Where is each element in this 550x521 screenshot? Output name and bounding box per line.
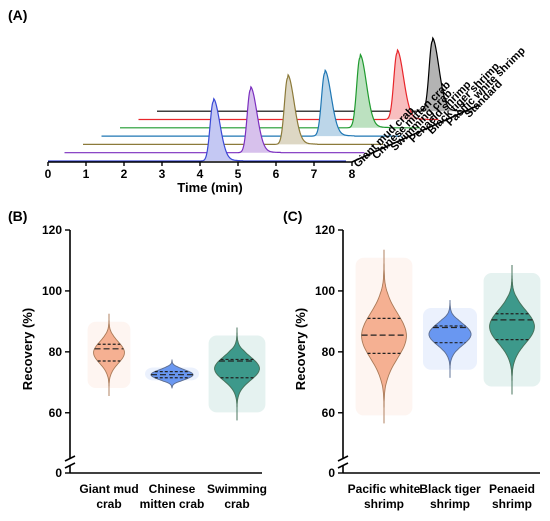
trace-line (120, 52, 420, 129)
category-label: shrimp (492, 497, 532, 511)
x-tick-label: 6 (273, 167, 280, 181)
category-label: crab (224, 497, 249, 511)
violin-body (150, 359, 194, 389)
x-tick-label: 5 (235, 167, 242, 181)
violin-1 (423, 300, 477, 378)
trace-line (83, 73, 383, 145)
trace-line (101, 68, 402, 137)
violin-outline (150, 359, 194, 389)
x-tick-label: 4 (197, 167, 204, 181)
category-label: mitten crab (140, 497, 205, 511)
y-tick-label: 0 (55, 466, 62, 480)
x-tick-label: 3 (159, 167, 166, 181)
trace-0 (157, 36, 473, 112)
trace-3 (101, 68, 402, 137)
y-tick-label: 120 (315, 223, 335, 237)
trace-6 (48, 97, 346, 162)
trace-1 (138, 48, 439, 121)
trace-4 (83, 73, 383, 145)
y-tick-label: 120 (42, 223, 62, 237)
y-axis-label: Recovery (%) (293, 308, 308, 390)
axis-break-mark (337, 462, 349, 469)
panel-label-b: (B) (8, 208, 27, 224)
category-label: Chinese (149, 482, 196, 496)
category-label: Pacific white (348, 482, 421, 496)
panel-label-a: (A) (8, 7, 27, 23)
x-tick-label: 0 (45, 167, 52, 181)
depth-axis-line (351, 104, 480, 163)
chromatogram-traces (48, 36, 473, 162)
panel-label-c: (C) (283, 208, 302, 224)
violin-0 (87, 313, 131, 396)
x-tick-label: 7 (311, 167, 318, 181)
y-tick-label: 80 (49, 345, 63, 359)
violin-2 (208, 327, 266, 421)
trace-line (138, 48, 439, 121)
violin-outline (214, 327, 260, 421)
violin-panel-shrimps: (C) 0 60 80 100 120 Recovery (%) Pacific white… (283, 208, 541, 511)
x-tick-label: 8 (349, 167, 356, 181)
category-label: crab (96, 497, 121, 511)
axis-break-mark (337, 455, 349, 462)
trace-5 (64, 85, 365, 154)
category-label: Black tiger (419, 482, 481, 496)
axis-break-mark (64, 462, 76, 469)
category-label: Penaeid (489, 482, 535, 496)
axis-break-mark (64, 455, 76, 462)
violin-outline (489, 265, 535, 395)
violin-2 (483, 265, 541, 395)
x-tick-label: 1 (83, 167, 90, 181)
category-label: shrimp (430, 497, 470, 511)
y-tick-label: 0 (328, 466, 335, 480)
violin-axes: 0 60 80 100 120 Recovery (%) (293, 223, 540, 480)
violin-axes: 0 60 80 100 120 Recovery (%) (20, 223, 262, 480)
y-tick-label: 100 (42, 284, 62, 298)
trace-line (157, 36, 473, 112)
x-tick-label: 2 (121, 167, 128, 181)
category-label: Giant mud (79, 482, 138, 496)
category-label: Swimming (207, 482, 267, 496)
trace-line (48, 97, 346, 162)
violin-outline (93, 313, 125, 396)
chromatogram-x-label: Time (min) (177, 180, 243, 195)
y-tick-label: 60 (49, 406, 63, 420)
violin-0 (355, 249, 413, 424)
y-tick-label: 60 (322, 406, 336, 420)
category-label: shrimp (364, 497, 404, 511)
y-tick-label: 100 (315, 284, 335, 298)
trace-2 (120, 52, 420, 129)
violin-outline (428, 300, 472, 378)
y-axis-label: Recovery (%) (20, 308, 35, 390)
violin-outline (361, 249, 407, 424)
y-tick-label: 80 (322, 345, 336, 359)
violin-1 (145, 359, 199, 389)
trace-line (64, 85, 365, 154)
